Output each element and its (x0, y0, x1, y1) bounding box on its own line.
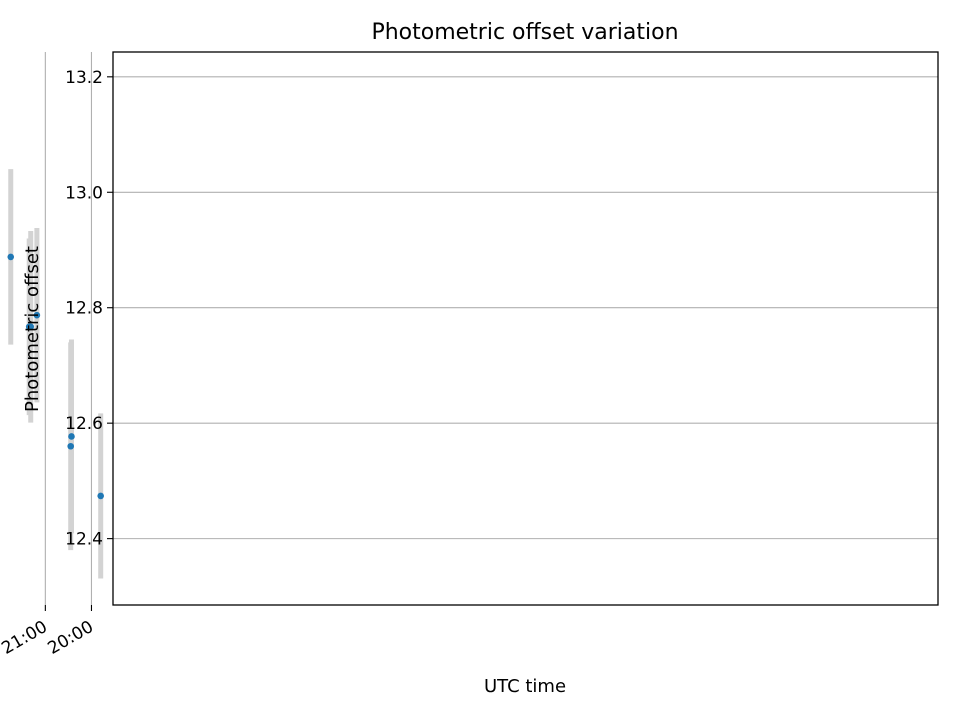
data-point (68, 433, 75, 440)
y-tick-label: 12.8 (65, 299, 103, 319)
chart-title: Photometric offset variation (371, 20, 678, 45)
grid (44, 52, 938, 605)
y-axis-label: Photometric offset (22, 246, 43, 412)
plot-frame (112, 51, 939, 606)
y-tick-label: 13.2 (65, 68, 103, 88)
data-point (97, 492, 104, 500)
y-tick-label: 12.4 (65, 530, 103, 550)
x-axis-label: UTC time (484, 676, 566, 697)
data-point (33, 311, 41, 319)
data-point (67, 442, 75, 450)
data-points (7, 253, 104, 500)
y-tick-label: 13.0 (65, 183, 103, 203)
y-axis-ticks: 12.4 12.6 12.8 13.0 13.2 (65, 68, 113, 550)
data-point (7, 253, 15, 261)
data-point (25, 323, 33, 331)
y-tick-label: 12.6 (65, 414, 103, 434)
